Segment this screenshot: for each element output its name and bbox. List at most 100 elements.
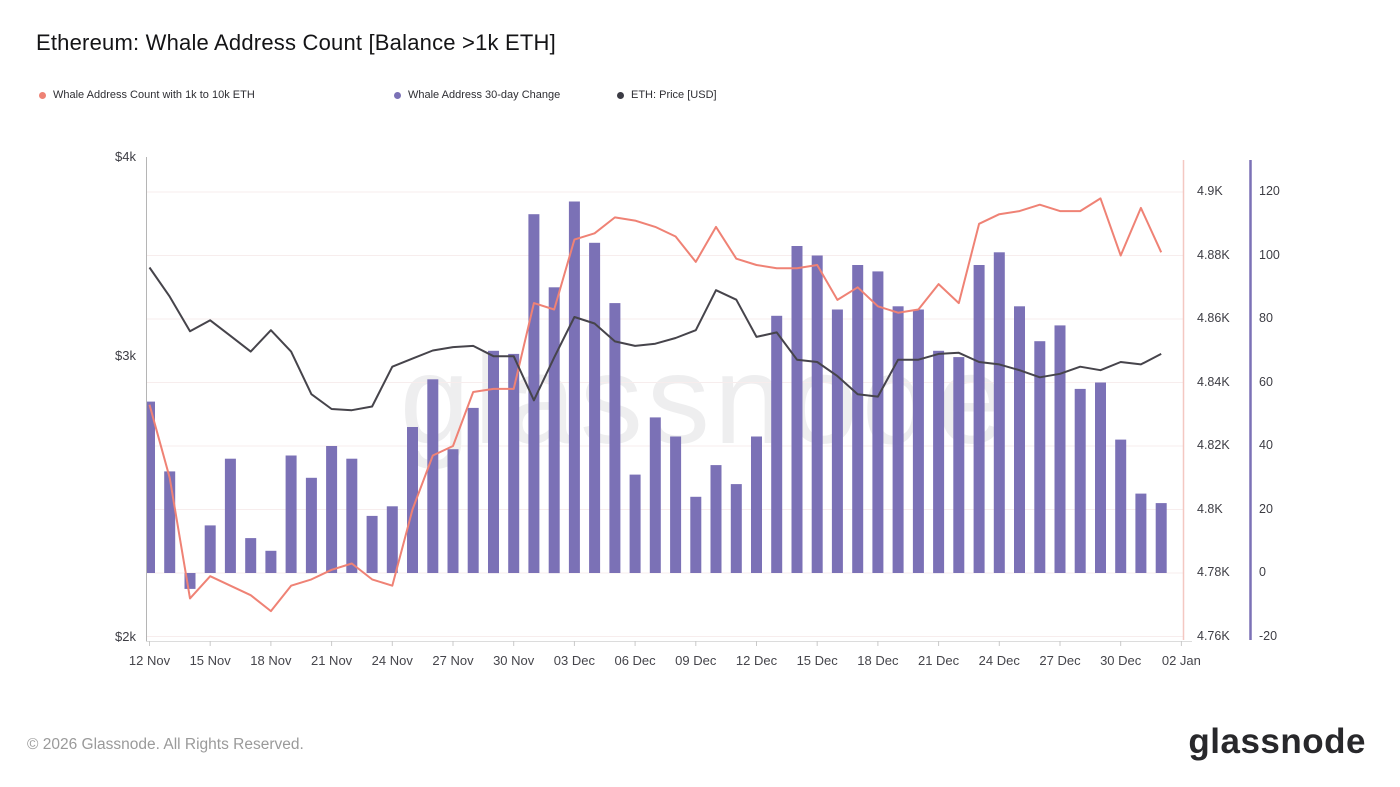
change-bar: [346, 458, 358, 573]
x-tick-label: 18 Nov: [250, 653, 292, 668]
change-bar: [386, 506, 398, 573]
change-bar: [184, 573, 196, 589]
change-bar: [1115, 439, 1127, 573]
change-bar: [1054, 325, 1066, 573]
whale-count-tick-label: 4.8K: [1197, 501, 1223, 516]
change-bar: [953, 357, 965, 573]
x-tick-label: 21 Nov: [310, 653, 353, 668]
change-tick-label: 80: [1259, 311, 1273, 325]
change-bar: [771, 315, 783, 573]
legend-item-eth-price[interactable]: ETH: Price [USD]: [617, 88, 717, 102]
change-bar: [690, 496, 702, 573]
change-bar: [649, 417, 661, 573]
change-bar: [973, 265, 985, 573]
change-bar: [710, 465, 722, 573]
x-tick-label: 06 Dec: [614, 653, 656, 668]
eth-price-line: [148, 266, 1162, 412]
x-tick-label: 09 Dec: [675, 653, 717, 668]
change-bar: [305, 477, 317, 574]
whale-count-line: [148, 197, 1163, 613]
change-bar: [811, 255, 823, 573]
change-bar: [447, 449, 459, 573]
change-bar: [1074, 388, 1086, 573]
change-bar: [831, 309, 843, 573]
x-tick-label: 18 Dec: [857, 653, 899, 668]
change-bar: [1135, 493, 1147, 573]
price-tick-label: $4k: [115, 149, 136, 164]
chart-canvas[interactable]: [0, 0, 1400, 700]
change-bar: [791, 246, 803, 573]
x-tick-label: 30 Nov: [493, 653, 535, 668]
change-bar: [852, 265, 864, 573]
legend-item-whale-count[interactable]: Whale Address Count with 1k to 10k ETH: [39, 88, 255, 102]
x-tick-label: 02 Jan: [1161, 653, 1201, 668]
x-tick-label: 30 Dec: [1100, 653, 1142, 668]
change-bar: [751, 436, 762, 573]
change-bar: [366, 515, 378, 573]
x-tick-label: 24 Dec: [978, 653, 1020, 668]
x-tick-label: 03 Dec: [553, 653, 595, 668]
change-tick-label: 60: [1259, 374, 1273, 389]
change-bar: [1034, 341, 1046, 573]
change-bar: [467, 407, 479, 573]
change-bar: [224, 458, 236, 573]
x-tick-label: 27 Nov: [432, 653, 474, 668]
whale-count-tick-label: 4.84K: [1197, 374, 1230, 389]
change-bar: [146, 401, 155, 573]
change-tick-label: -20: [1259, 628, 1278, 643]
change-bar: [1014, 306, 1025, 573]
change-tick-label: 0: [1259, 565, 1266, 579]
x-tick-label: 24 Nov: [371, 653, 413, 668]
change-bar: [993, 252, 1005, 574]
change-bar: [427, 379, 439, 573]
change-tick-label: 20: [1259, 501, 1273, 516]
change-bar: [912, 309, 924, 573]
whale-count-tick-label: 4.88K: [1197, 247, 1230, 262]
change-bar: [285, 455, 297, 573]
change-bar: [265, 550, 277, 573]
change-bar: [204, 525, 216, 573]
change-bar: [528, 214, 540, 573]
change-bar: [568, 201, 580, 573]
x-tick-label: 12 Dec: [735, 653, 778, 668]
x-tick-label: 12 Nov: [128, 653, 171, 668]
whale-count-tick-label: 4.86K: [1197, 311, 1230, 325]
whale-count-tick-label: 4.78K: [1197, 565, 1230, 579]
change-bar: [1155, 503, 1167, 573]
change-bar: [508, 353, 520, 573]
whale-count-legend-dot-icon: [39, 91, 46, 99]
change-bar: [629, 474, 641, 573]
glassnode-logo: glassnode: [1188, 722, 1366, 761]
change-tick-label: 40: [1259, 438, 1273, 452]
change-bar: [609, 303, 621, 573]
change-bar: [589, 242, 601, 574]
change-legend-dot-icon: [394, 91, 401, 99]
change-bar: [326, 446, 338, 573]
x-tick-label: 15 Nov: [189, 653, 231, 668]
change-bar: [670, 436, 682, 573]
whale-count-tick-label: 4.76K: [1197, 628, 1230, 643]
change-bar: [1095, 382, 1106, 573]
whale-count-tick-label: 4.9K: [1197, 184, 1223, 198]
x-tick-label: 27 Dec: [1039, 653, 1081, 668]
change-bar: [407, 427, 418, 573]
change-bar: [548, 287, 560, 574]
price-tick-label: $3k: [115, 348, 136, 364]
change-bar: [872, 271, 884, 573]
chart-title: Ethereum: Whale Address Count [Balance >…: [36, 30, 556, 55]
change-tick-label: 100: [1259, 247, 1280, 262]
price-tick-label: $2k: [115, 629, 136, 645]
legend-item-30day-change[interactable]: Whale Address 30-day Change: [394, 88, 560, 102]
legend-label: Whale Address Count with 1k to 10k ETH: [53, 89, 255, 101]
x-tick-label: 15 Dec: [796, 653, 838, 668]
copyright-text: © 2026 Glassnode. All Rights Reserved.: [27, 736, 304, 753]
whale-count-tick-label: 4.82K: [1197, 438, 1230, 452]
change-bar: [892, 306, 904, 573]
legend-label: Whale Address 30-day Change: [408, 89, 561, 101]
change-bar: [488, 350, 499, 574]
x-tick-label: 21 Dec: [917, 653, 960, 668]
eth-price-legend-dot-icon: [617, 91, 624, 99]
change-bar: [245, 538, 257, 573]
change-tick-label: 120: [1259, 184, 1280, 198]
